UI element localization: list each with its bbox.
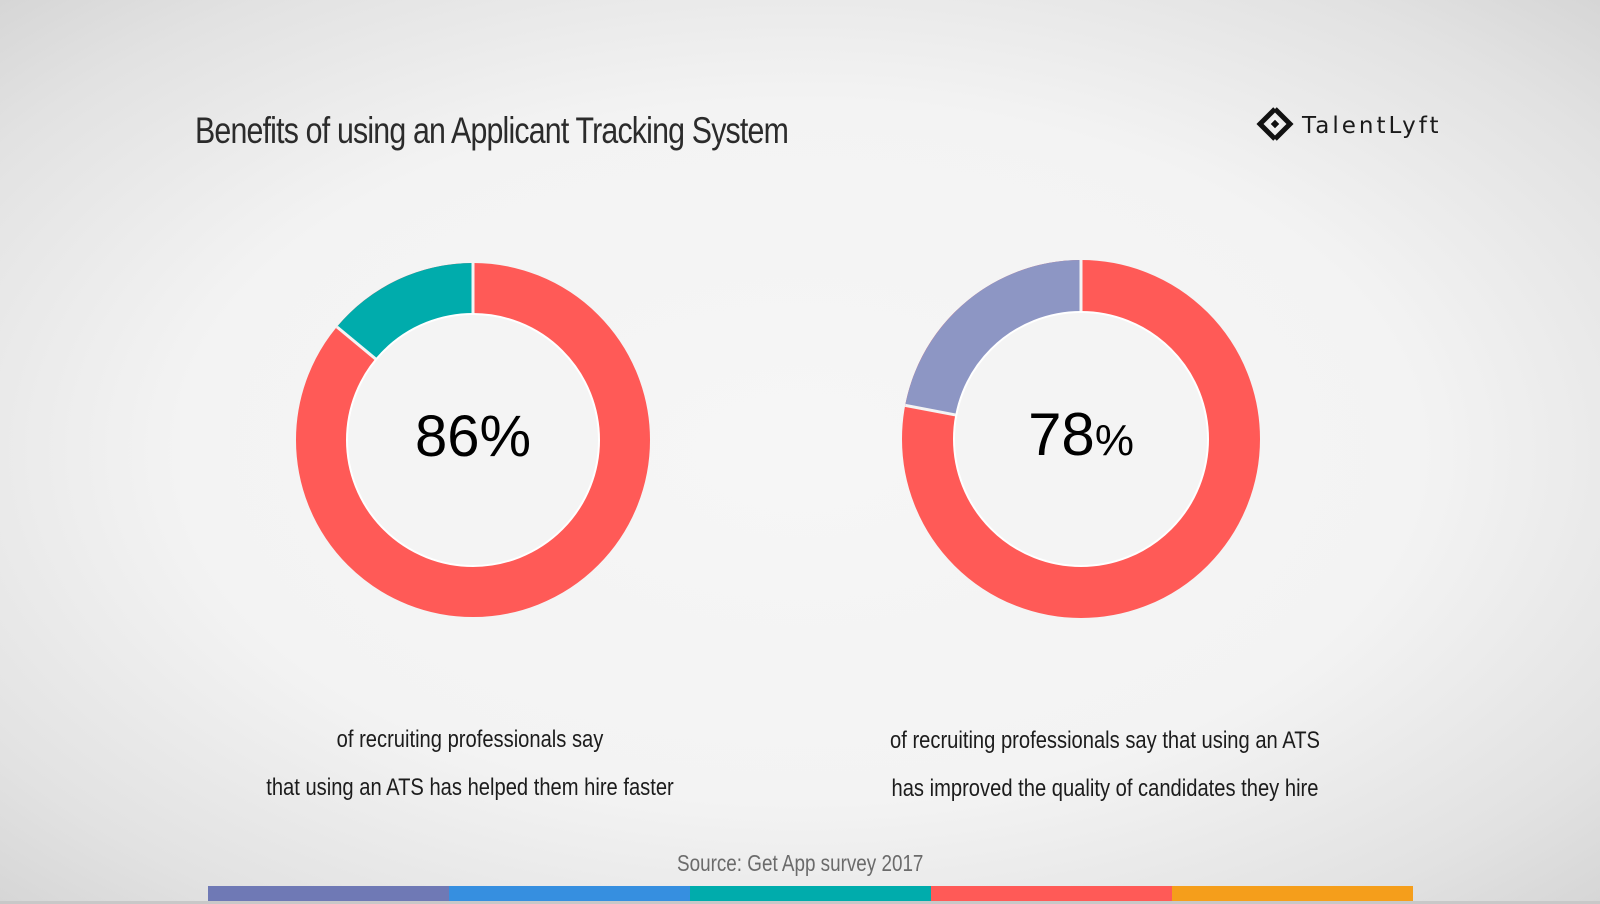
color-bar-segment — [449, 886, 690, 901]
caption-line: of recruiting professionals say that usi… — [890, 727, 1320, 754]
donut-86-graphic — [296, 263, 650, 617]
donut-center-value: 86% — [414, 404, 532, 469]
caption-hire-faster: of recruiting professionals say that usi… — [220, 716, 720, 812]
caption-line: of recruiting professionals say — [336, 726, 604, 753]
source-text: Source: Get App survey 2017 — [676, 850, 924, 876]
color-bar-segment — [690, 886, 931, 901]
donut-center-value: 78% — [902, 400, 1260, 469]
donut-chart-hire-faster: 86% — [296, 263, 650, 617]
color-bar-segment — [1172, 886, 1413, 901]
caption-line: has improved the quality of candidates t… — [891, 775, 1319, 802]
logo-text: TalentLyft — [1302, 113, 1442, 139]
diamond-logo-icon — [1256, 107, 1294, 141]
page-title: Benefits of using an Applicant Tracking … — [195, 110, 789, 151]
caption-line: that using an ATS has helped them hire f… — [266, 774, 674, 801]
footer-color-bar — [208, 886, 1413, 901]
source-note: Source: Get App survey 2017 — [0, 850, 1600, 877]
caption-candidate-quality: of recruiting professionals say that usi… — [830, 717, 1380, 813]
value-number: 78 — [1028, 401, 1095, 468]
bottom-divider — [0, 901, 1600, 904]
value-suffix: % — [1094, 416, 1134, 465]
talentlyft-logo: TalentLyft — [1254, 105, 1442, 147]
color-bar-segment — [208, 886, 449, 901]
donut-78-graphic — [902, 260, 1260, 618]
donut-chart-candidate-quality: 78% — [902, 260, 1260, 618]
color-bar-segment — [931, 886, 1172, 901]
